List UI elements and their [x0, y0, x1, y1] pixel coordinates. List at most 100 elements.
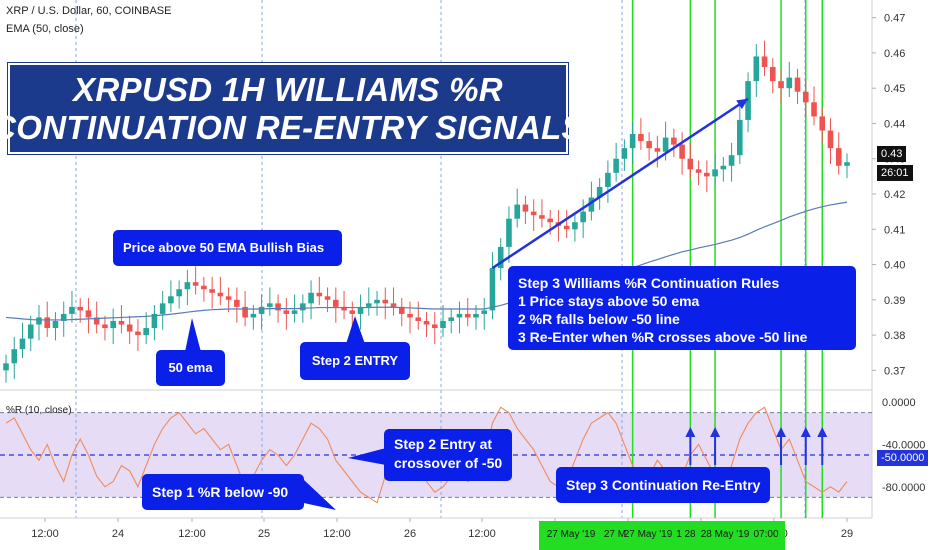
- time-tick-label: 29: [841, 528, 853, 540]
- candle-body: [539, 215, 545, 219]
- candle-body: [365, 303, 372, 307]
- trend-arrow-shaft: [491, 97, 749, 270]
- candle-body: [695, 169, 702, 173]
- rule-3: 3 Re-Enter when %R crosses above -50 lin…: [518, 329, 808, 345]
- step2-crossover-pointer: [348, 448, 386, 465]
- candle-body: [135, 331, 141, 336]
- price-tick-label: 0.40: [884, 260, 905, 272]
- price-tick-label: 0.39: [884, 295, 905, 307]
- wr-legend: %R (10, close): [6, 405, 72, 416]
- candle-body: [778, 81, 784, 89]
- wr-tick-label: -80.0000: [882, 482, 925, 494]
- candle-body: [126, 324, 133, 332]
- signal-arrow-head: [800, 427, 811, 437]
- candle-body: [671, 137, 677, 145]
- time-tick-label: 24: [112, 528, 124, 540]
- candle-body: [19, 338, 26, 350]
- candle-body: [184, 282, 191, 290]
- title-line-1: XRPUSD 1H WILLIAMS %R: [73, 70, 503, 108]
- candle-body: [283, 310, 290, 314]
- candle-body: [662, 137, 669, 152]
- candle-body: [844, 162, 850, 166]
- price-tick-label: 0.42: [884, 189, 905, 201]
- trend-arrow-head: [736, 98, 749, 110]
- candle-body: [514, 204, 520, 219]
- candle-body: [745, 81, 751, 120]
- candle-body: [357, 306, 364, 314]
- candle-body: [176, 289, 182, 297]
- candle-body: [679, 144, 685, 159]
- candle-body: [704, 172, 710, 177]
- candle-body: [811, 102, 817, 117]
- highlight-time-label: 27 May '19: [547, 529, 596, 540]
- price-tick-label: 0.37: [884, 365, 905, 377]
- rule-2: 2 %R falls below -50 line: [518, 311, 680, 327]
- candle-body: [596, 186, 603, 198]
- candle-body: [159, 303, 166, 314]
- candle-body: [572, 222, 578, 230]
- candle-body: [374, 299, 380, 304]
- ema-callout-label: 50 ema: [168, 360, 213, 375]
- candle-body: [242, 306, 248, 318]
- time-tick-label: 12:00: [31, 528, 59, 540]
- step2-entry-pointer: [346, 316, 365, 344]
- candle-body: [143, 328, 149, 336]
- candle-body: [728, 155, 735, 166]
- candle-body: [464, 313, 471, 318]
- candle-body: [481, 310, 488, 314]
- candle-body: [423, 320, 430, 325]
- candle-body: [638, 134, 644, 142]
- rule-1: 1 Price stays above 50 ema: [518, 293, 700, 309]
- candle-body: [52, 320, 59, 329]
- bullish-bias-callout: Price above 50 EMA Bullish Bias: [113, 230, 342, 266]
- step3-callout: Step 3 Continuation Re-Entry: [556, 467, 770, 503]
- candle-body: [588, 197, 595, 212]
- highlight-time-label: 28 May '19: [701, 529, 750, 540]
- candle-body: [267, 303, 273, 307]
- candle-body: [819, 116, 826, 131]
- highlight-time-label: 27 May '19: [624, 529, 673, 540]
- candle-body: [234, 299, 240, 307]
- candle-body: [77, 306, 84, 311]
- candle-body: [333, 299, 339, 307]
- candle-body: [308, 292, 314, 304]
- candle-body: [431, 324, 438, 329]
- candle-body: [60, 313, 67, 321]
- candle-body: [192, 282, 199, 286]
- candle-body: [827, 130, 834, 149]
- ema-callout: 50 ema: [156, 350, 225, 386]
- candle-body: [506, 218, 512, 247]
- candle-body: [530, 211, 537, 216]
- step2-entry-label: Step 2 ENTRY: [311, 353, 399, 368]
- candle-body: [44, 317, 51, 329]
- ema-legend: EMA (50, close): [6, 23, 84, 35]
- price-tick-label: 0.38: [884, 330, 905, 342]
- candle-body: [407, 313, 413, 318]
- candle-body: [580, 211, 586, 223]
- rules-title: Step 3 Williams %R Continuation Rules: [518, 275, 780, 291]
- ema-line: [5, 201, 848, 321]
- price-tick-label: 0.44: [884, 118, 905, 130]
- time-tick-label: 12:00: [178, 528, 206, 540]
- wr-tick-label: 0.0000: [882, 397, 916, 409]
- candle-body: [324, 296, 331, 300]
- candle-body: [629, 134, 636, 149]
- symbol-legend: XRP / U.S. Dollar, 60, COINBASE: [6, 5, 172, 17]
- candle-body: [761, 56, 768, 68]
- signal-arrow-head: [776, 427, 787, 437]
- candle-body: [621, 148, 628, 159]
- signal-arrow-head: [710, 427, 721, 437]
- rules-callout: Step 3 Williams %R Continuation Rules 1 …: [508, 266, 856, 350]
- time-tick-label: 12:00: [468, 528, 496, 540]
- candle-body: [27, 324, 34, 339]
- wr-level-tag: -50.0000: [877, 450, 929, 466]
- step2-crossover-line-2: crossover of -50: [394, 455, 503, 471]
- price-tick-label: 0.46: [884, 48, 905, 60]
- candle-body: [473, 313, 479, 318]
- candle-body: [93, 317, 100, 325]
- candle-body: [720, 165, 727, 170]
- candle-body: [168, 296, 174, 304]
- candle-body: [3, 363, 9, 371]
- candle-body: [522, 204, 529, 212]
- candle-body: [151, 313, 158, 329]
